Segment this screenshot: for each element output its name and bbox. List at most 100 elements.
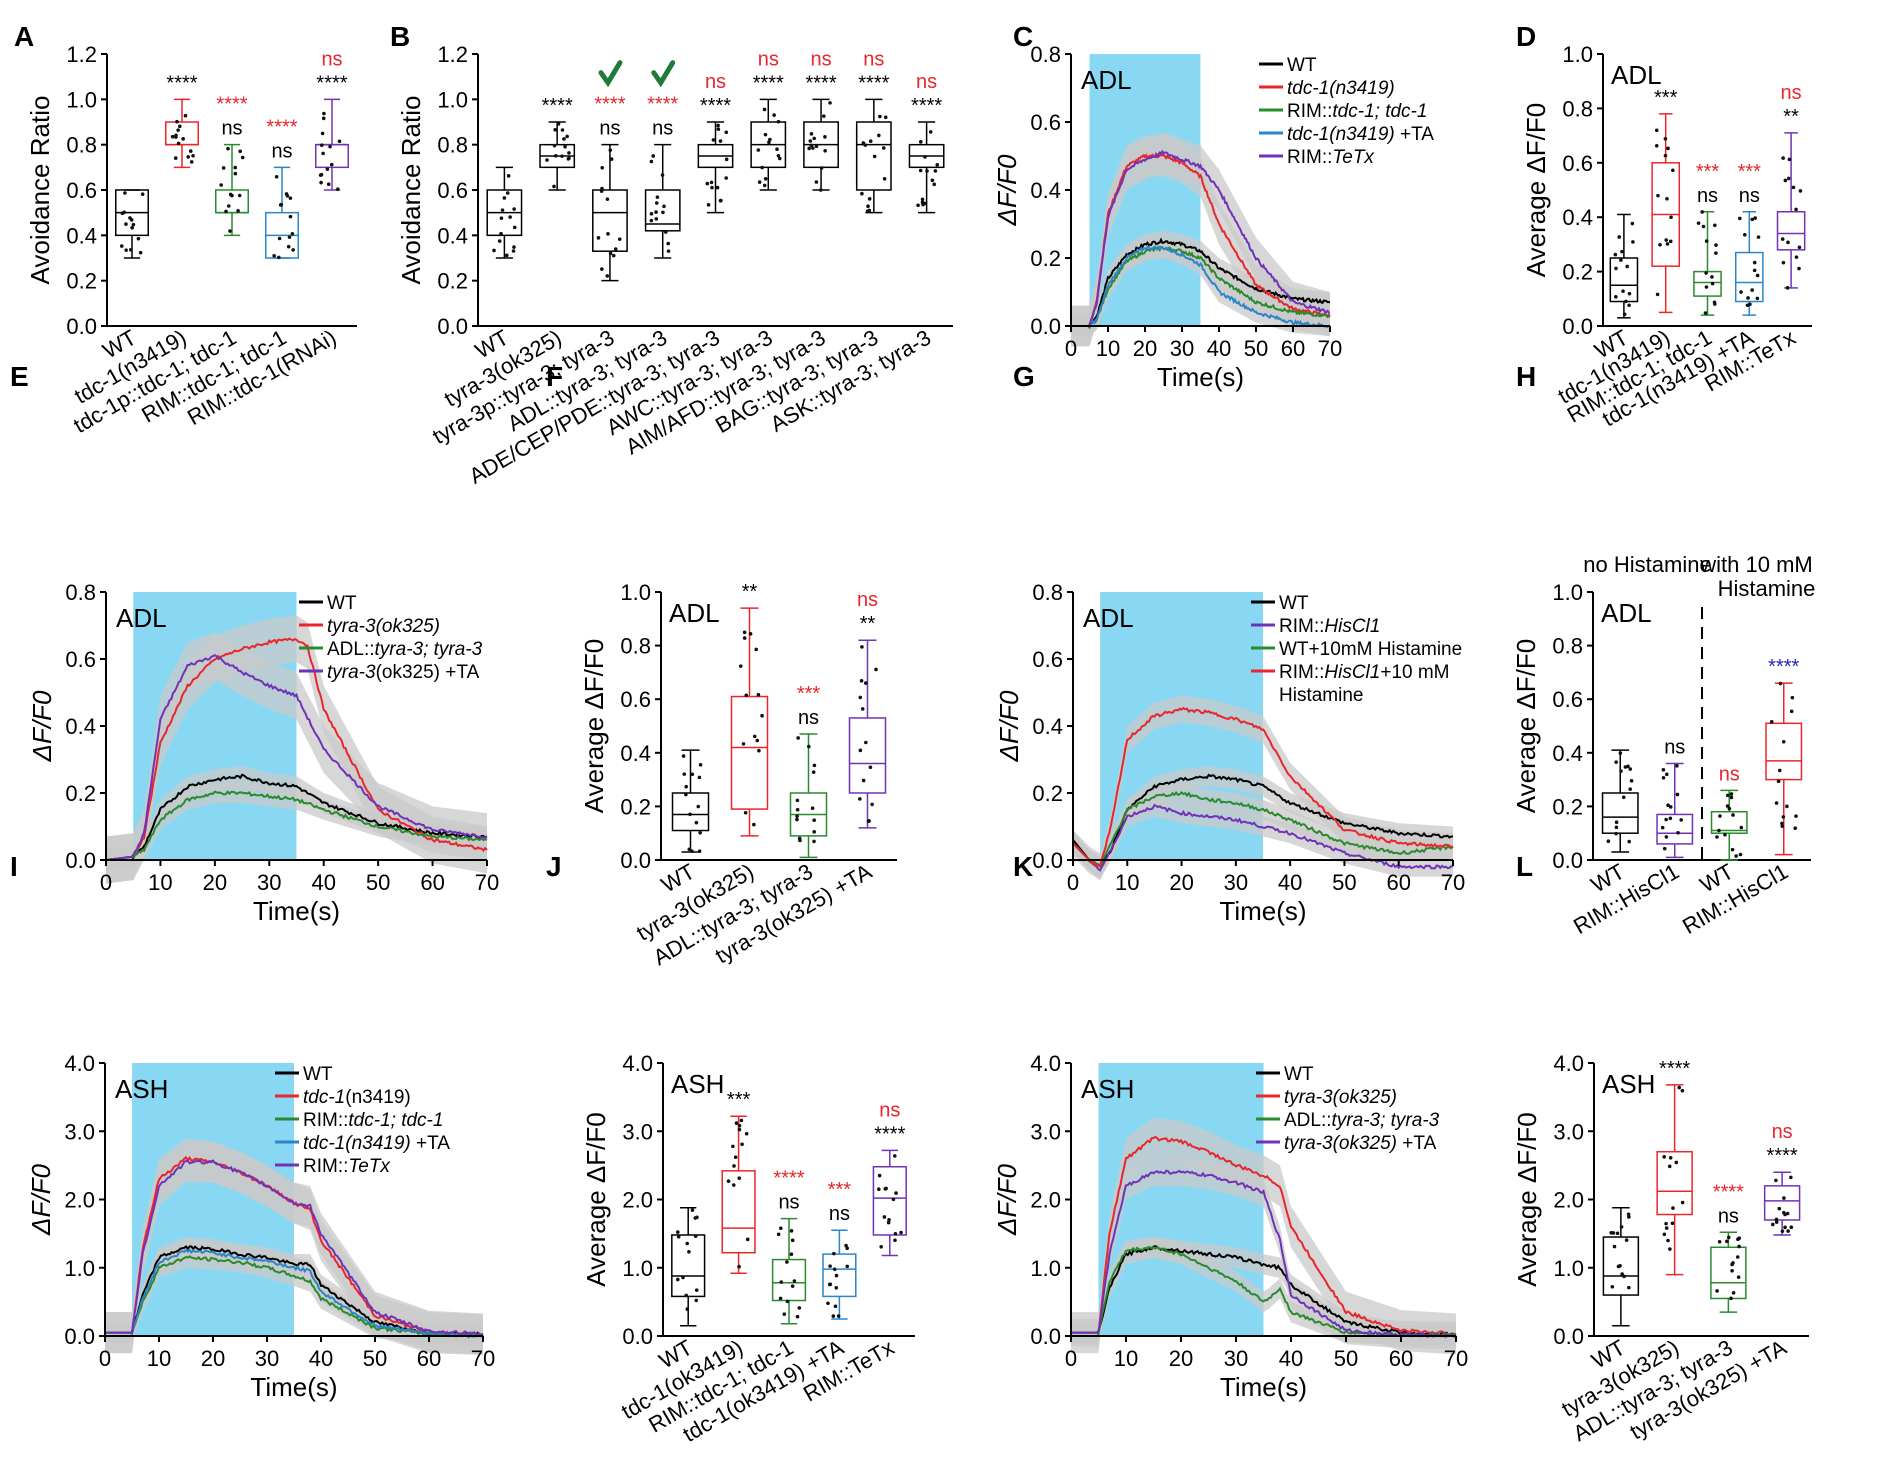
data-point [763, 176, 768, 181]
panel-g: G 0 10 20 30 40 50 60 70 0.0 0.2 0.4 0.6 0.8 Time(s) ΔF… [994, 361, 1465, 926]
data-point [812, 830, 816, 834]
series-line-3 [1071, 244, 1331, 329]
data-point [684, 784, 688, 789]
x-tick-label: 20 [1169, 1346, 1193, 1371]
y-tick-label: 1.0 [1553, 1256, 1584, 1281]
data-point [124, 248, 128, 252]
sem-band [1071, 135, 1330, 347]
data-point [320, 131, 325, 136]
x-tick-label: 30 [1170, 336, 1194, 361]
data-point [863, 681, 868, 685]
panel-letter-j: J [546, 851, 562, 882]
data-point [776, 153, 781, 158]
significance-vs-mutant: **** [1768, 656, 1799, 678]
data-point [893, 1238, 897, 1243]
data-point [1750, 217, 1755, 222]
data-point [833, 1304, 838, 1309]
significance-vs-mutant: ns [705, 71, 726, 93]
data-point [864, 740, 868, 745]
data-point [928, 130, 933, 134]
data-point [675, 1230, 680, 1234]
data-point [649, 218, 654, 223]
legend-suffix: (n3419) [345, 1087, 411, 1108]
data-point [795, 798, 800, 803]
data-point [238, 149, 242, 154]
significance-vs-wt: ** [860, 613, 876, 635]
data-point [752, 734, 757, 739]
legend-suffix: (ok325) +TA [376, 662, 480, 683]
data-point [920, 197, 925, 202]
legend-italic: tdc-1; tdc-1 [348, 1110, 443, 1131]
y-tick-label: 2.0 [622, 1188, 653, 1213]
data-point [826, 1301, 830, 1306]
x-tick-label: 20 [1169, 870, 1193, 895]
data-point [1628, 787, 1633, 791]
y-tick-label: 0.2 [65, 781, 96, 806]
data-point [600, 165, 605, 170]
legend-entry: tdc-1(n3419) [1287, 78, 1395, 99]
data-point [1614, 295, 1618, 299]
significance-vs-wt: *** [1654, 87, 1678, 109]
data-point [1614, 820, 1619, 825]
data-point [1619, 1225, 1624, 1229]
data-point [325, 167, 330, 171]
data-point [685, 1241, 690, 1246]
data-point [1664, 817, 1668, 822]
data-point [1750, 288, 1754, 292]
significance-vs-mutant: **** [216, 94, 247, 116]
legend-prefix: ADL:: [327, 639, 375, 660]
data-point [1621, 289, 1625, 293]
panel-letter-f: F [546, 361, 563, 392]
data-point [887, 1217, 891, 1222]
y-tick-label: 0.6 [66, 178, 97, 203]
significance-vs-wt: **** [542, 95, 573, 117]
data-point [1752, 260, 1757, 265]
data-point [724, 157, 729, 162]
data-point [609, 157, 614, 161]
data-point [221, 166, 226, 170]
significance-vs-mutant: ns [810, 48, 831, 70]
data-point [883, 115, 888, 120]
data-point [798, 838, 802, 843]
data-point [277, 236, 282, 241]
data-point [1620, 249, 1624, 254]
data-point [560, 128, 565, 132]
y-tick-label: 0.2 [1030, 246, 1061, 271]
y-tick-label: 1.0 [437, 87, 468, 112]
box-body [644, 189, 681, 232]
box-body [1601, 792, 1639, 834]
data-point [739, 1118, 744, 1123]
data-point [175, 119, 179, 124]
y-tick-label: 1.0 [1562, 42, 1593, 67]
data-point [681, 1275, 685, 1280]
data-point [1614, 266, 1618, 271]
data-point [321, 116, 326, 121]
data-point [1618, 751, 1623, 755]
data-point [789, 1229, 794, 1233]
data-point [1663, 153, 1668, 158]
data-point [762, 183, 767, 188]
data-point [870, 802, 874, 807]
data-point [336, 187, 340, 192]
data-point [748, 632, 753, 636]
y-tick-label: 0.6 [620, 687, 651, 712]
data-point [1777, 1206, 1782, 1211]
data-point [1746, 296, 1750, 300]
data-point [1668, 805, 1673, 809]
y-tick-label: 0.0 [1032, 848, 1063, 873]
data-point [512, 225, 517, 230]
data-point [737, 1264, 741, 1269]
data-point [795, 807, 800, 812]
significance-vs-wt: *** [727, 1089, 751, 1111]
legend-italic: tyra-3(ok325) [1284, 1133, 1397, 1154]
y-tick-label: 0.2 [620, 794, 651, 819]
data-point [740, 1142, 744, 1147]
box-body [822, 1253, 857, 1298]
box-body [1656, 1150, 1693, 1216]
sem-band [1073, 766, 1453, 877]
data-point [553, 127, 557, 132]
y-tick-label: 0.0 [64, 1324, 95, 1349]
data-point [868, 765, 873, 770]
data-point [611, 253, 616, 258]
